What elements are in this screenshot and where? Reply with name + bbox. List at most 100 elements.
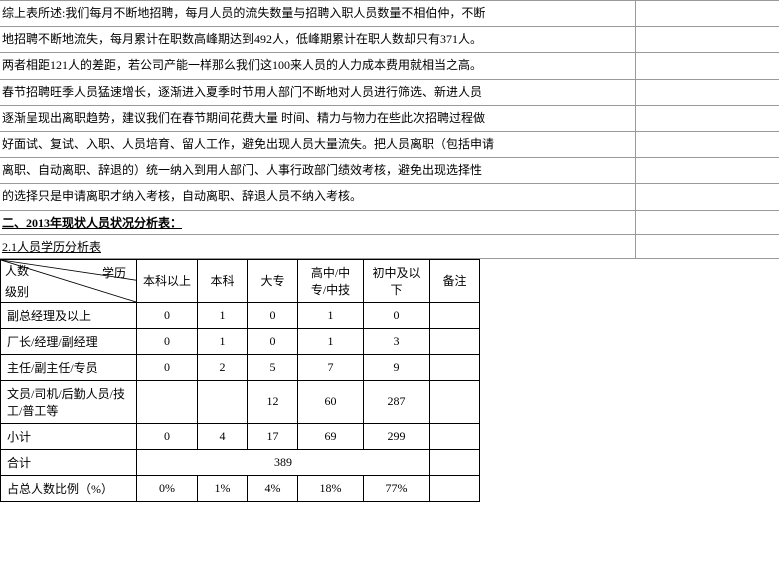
total-value: 389 bbox=[137, 449, 430, 475]
paragraph-line: 好面试、复试、入职、人员培育、留人工作，避免出现人员大量流失。把人员离职（包括申… bbox=[0, 131, 635, 157]
data-cell[interactable]: 7 bbox=[298, 354, 364, 380]
empty-cell[interactable] bbox=[635, 158, 687, 184]
empty-cell[interactable] bbox=[635, 27, 687, 53]
data-cell[interactable]: 287 bbox=[364, 380, 430, 423]
pct-cell bbox=[430, 475, 480, 501]
data-cell[interactable]: 1 bbox=[298, 302, 364, 328]
paragraph-line: 地招聘不断地流失，每月累计在职数高峰期达到492人，低峰期累计在职人数却只有37… bbox=[0, 27, 635, 53]
paragraph-line: 春节招聘旺季人员猛速增长，逐渐进入夏季时节用人部门不断地对人员进行筛选、新进人员 bbox=[0, 79, 635, 105]
row-label: 厂长/经理/副经理 bbox=[1, 328, 137, 354]
empty-cell[interactable] bbox=[635, 131, 687, 157]
diagonal-header-cell: 人数 学历 级别 bbox=[1, 259, 137, 302]
data-cell[interactable]: 0 bbox=[137, 354, 198, 380]
empty-cell[interactable] bbox=[635, 53, 687, 79]
col-header: 高中/中专/中技 bbox=[298, 259, 364, 302]
data-cell[interactable]: 0 bbox=[248, 302, 298, 328]
row-label: 小计 bbox=[1, 423, 137, 449]
empty-cell[interactable] bbox=[635, 210, 687, 234]
diag-label-top: 人数 bbox=[5, 262, 29, 279]
empty-cell[interactable] bbox=[733, 158, 779, 184]
data-cell[interactable]: 2 bbox=[198, 354, 248, 380]
data-cell[interactable]: 60 bbox=[298, 380, 364, 423]
pct-cell: 4% bbox=[248, 475, 298, 501]
pct-cell: 0% bbox=[137, 475, 198, 501]
empty-cell[interactable] bbox=[733, 79, 779, 105]
empty-cell[interactable] bbox=[733, 131, 779, 157]
pct-cell: 18% bbox=[298, 475, 364, 501]
empty-cell[interactable] bbox=[733, 27, 779, 53]
data-cell[interactable] bbox=[430, 423, 480, 449]
data-cell[interactable]: 5 bbox=[248, 354, 298, 380]
data-cell[interactable]: 17 bbox=[248, 423, 298, 449]
data-cell[interactable]: 12 bbox=[248, 380, 298, 423]
empty-cell[interactable] bbox=[733, 210, 779, 234]
empty-cell[interactable] bbox=[733, 234, 779, 258]
empty-cell[interactable] bbox=[733, 105, 779, 131]
row-label: 文员/司机/后勤人员/技工/普工等 bbox=[1, 380, 137, 423]
empty-cell[interactable] bbox=[687, 53, 733, 79]
section-title: 二、2013年现状人员状况分析表： bbox=[0, 210, 635, 234]
data-cell[interactable]: 0 bbox=[364, 302, 430, 328]
diag-label-right: 学历 bbox=[102, 264, 126, 281]
data-cell[interactable]: 299 bbox=[364, 423, 430, 449]
data-cell[interactable]: 1 bbox=[298, 328, 364, 354]
empty-cell[interactable] bbox=[635, 234, 687, 258]
data-cell[interactable] bbox=[430, 328, 480, 354]
empty-cell[interactable] bbox=[687, 79, 733, 105]
table-row: 小计041769299 bbox=[1, 423, 480, 449]
data-cell[interactable] bbox=[198, 380, 248, 423]
data-cell[interactable] bbox=[430, 302, 480, 328]
empty-cell[interactable] bbox=[635, 105, 687, 131]
data-cell[interactable]: 0 bbox=[137, 302, 198, 328]
empty-cell[interactable] bbox=[687, 131, 733, 157]
row-label: 占总人数比例（%） bbox=[1, 475, 137, 501]
data-cell[interactable] bbox=[430, 354, 480, 380]
data-cell[interactable]: 69 bbox=[298, 423, 364, 449]
empty-cell[interactable] bbox=[687, 210, 733, 234]
table-row: 副总经理及以上01010 bbox=[1, 302, 480, 328]
col-header: 本科以上 bbox=[137, 259, 198, 302]
data-cell[interactable]: 0 bbox=[248, 328, 298, 354]
empty-cell[interactable] bbox=[635, 79, 687, 105]
paragraph-line: 逐渐呈现出离职趋势，建议我们在春节期间花费大量 时间、精力与物力在些此次招聘过程… bbox=[0, 105, 635, 131]
empty-cell[interactable] bbox=[687, 234, 733, 258]
empty-cell[interactable] bbox=[687, 105, 733, 131]
empty-cell[interactable] bbox=[687, 27, 733, 53]
row-label: 主任/副主任/专员 bbox=[1, 354, 137, 380]
data-cell[interactable]: 3 bbox=[364, 328, 430, 354]
paragraph-line: 离职、自动离职、辞退的）统一纳入到用人部门、人事行政部门绩效考核，避免出现选择性 bbox=[0, 158, 635, 184]
data-cell[interactable]: 0 bbox=[137, 328, 198, 354]
percentage-row: 占总人数比例（%）0%1%4%18%77% bbox=[1, 475, 480, 501]
data-cell[interactable]: 9 bbox=[364, 354, 430, 380]
empty-cell[interactable] bbox=[733, 53, 779, 79]
pct-cell: 1% bbox=[198, 475, 248, 501]
row-label: 副总经理及以上 bbox=[1, 302, 137, 328]
col-header: 初中及以下 bbox=[364, 259, 430, 302]
empty-cell[interactable] bbox=[687, 1, 733, 27]
empty-cell[interactable] bbox=[733, 1, 779, 27]
data-cell[interactable]: 4 bbox=[198, 423, 248, 449]
data-cell[interactable]: 0 bbox=[137, 423, 198, 449]
empty-cell[interactable] bbox=[687, 184, 733, 210]
paragraph-line: 的选择只是申请离职才纳入考核，自动离职、辞退人员不纳入考核。 bbox=[0, 184, 635, 210]
col-header: 大专 bbox=[248, 259, 298, 302]
spreadsheet-grid: 综上表所述:我们每月不断地招聘，每月人员的流失数量与招聘入职人员数量不相伯仲，不… bbox=[0, 0, 779, 502]
empty-cell[interactable] bbox=[635, 184, 687, 210]
education-analysis-table: 人数 学历 级别 本科以上 本科 大专 高中/中专/中技 初中及以下 备注 副总… bbox=[0, 259, 480, 502]
row-label: 合计 bbox=[1, 449, 137, 475]
empty-cell[interactable] bbox=[733, 184, 779, 210]
pct-cell: 77% bbox=[364, 475, 430, 501]
data-cell[interactable] bbox=[137, 380, 198, 423]
paragraph-line: 两者相距121人的差距，若公司产能一样那么我们这100来人员的人力成本费用就相当… bbox=[0, 53, 635, 79]
data-cell[interactable]: 1 bbox=[198, 328, 248, 354]
table-row: 文员/司机/后勤人员/技工/普工等 1260287 bbox=[1, 380, 480, 423]
col-header: 备注 bbox=[430, 259, 480, 302]
table-header-row: 人数 学历 级别 本科以上 本科 大专 高中/中专/中技 初中及以下 备注 bbox=[1, 259, 480, 302]
data-cell[interactable] bbox=[430, 449, 480, 475]
data-cell[interactable]: 1 bbox=[198, 302, 248, 328]
empty-cell[interactable] bbox=[687, 158, 733, 184]
paragraph-line: 综上表所述:我们每月不断地招聘，每月人员的流失数量与招聘入职人员数量不相伯仲，不… bbox=[0, 1, 635, 27]
col-header: 本科 bbox=[198, 259, 248, 302]
empty-cell[interactable] bbox=[635, 1, 687, 27]
data-cell[interactable] bbox=[430, 380, 480, 423]
